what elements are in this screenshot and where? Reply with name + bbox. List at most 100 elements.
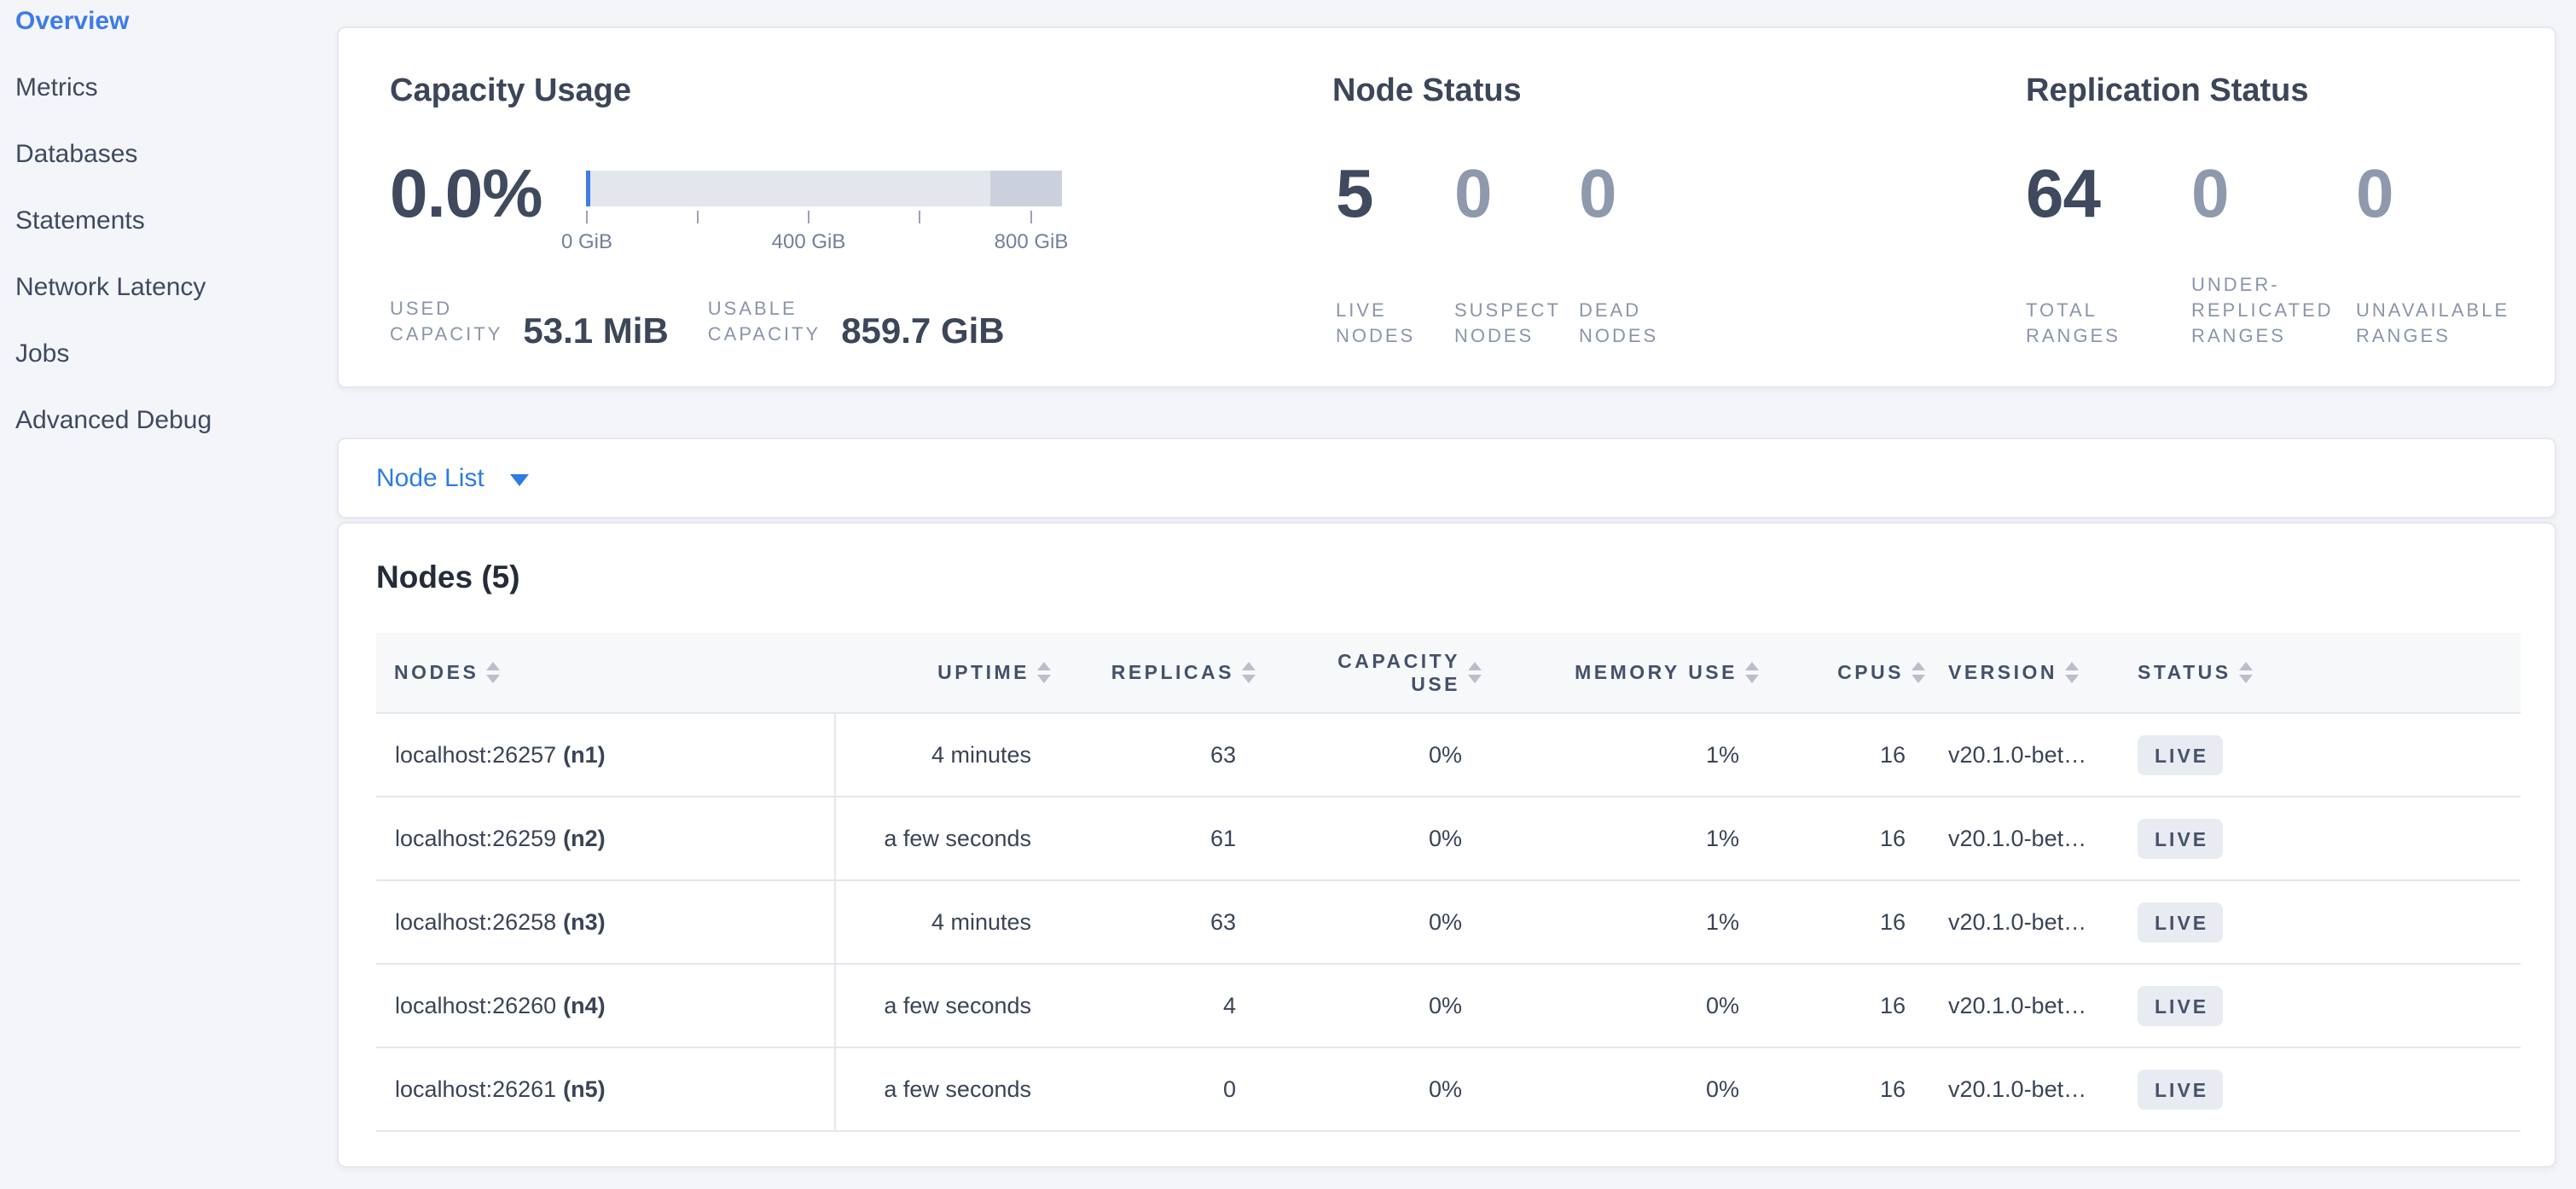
replication-status-title: Replication Status bbox=[2026, 72, 2309, 108]
column-header-nodes[interactable]: NODES bbox=[376, 661, 836, 684]
column-header-memory-use[interactable]: MEMORY USE bbox=[1490, 661, 1767, 684]
node-address-cell[interactable]: localhost:26258 (n3) bbox=[376, 881, 836, 963]
capacity-bar-used-marker bbox=[586, 171, 590, 206]
chevron-down-icon bbox=[509, 473, 529, 486]
node-address-cell[interactable]: localhost:26260 (n4) bbox=[376, 965, 836, 1047]
capacity-used-percent: 0.0% bbox=[390, 155, 542, 231]
unavailable-ranges-value: 0 bbox=[2356, 155, 2393, 231]
capacity-usage-panel: Capacity Usage 0.0% 0 GiB 400 GiB 800 Gi… bbox=[390, 28, 1328, 386]
suspect-nodes-value: 0 bbox=[1454, 155, 1492, 231]
cluster-summary-card: Capacity Usage 0.0% 0 GiB 400 GiB 800 Gi… bbox=[337, 26, 2556, 388]
replicas-cell: 63 bbox=[1210, 741, 1236, 768]
total-ranges-value: 64 bbox=[2026, 155, 2101, 231]
version-cell: v20.1.0-bet… bbox=[1948, 1076, 2087, 1102]
capacity-use-cell: 0% bbox=[1428, 992, 1462, 1018]
column-header-capacity-use[interactable]: CAPACITY USE bbox=[1264, 650, 1490, 696]
status-cell: LIVE bbox=[2117, 985, 2521, 1026]
status-cell: LIVE bbox=[2117, 902, 2521, 942]
column-header-status[interactable]: STATUS bbox=[2117, 661, 2521, 684]
under-replicated-ranges-value: 0 bbox=[2191, 155, 2229, 231]
memory-use-cell: 1% bbox=[1705, 908, 1739, 935]
axis-label-400gib: 400 GiB bbox=[771, 230, 846, 253]
uptime-cell: 4 minutes bbox=[931, 908, 1031, 935]
memory-use-cell: 1% bbox=[1705, 825, 1739, 851]
suspect-nodes-label: SUSPECT NODES bbox=[1454, 299, 1561, 346]
usable-capacity-label: USABLE CAPACITY bbox=[707, 298, 821, 345]
node-id: (n4) bbox=[563, 992, 606, 1018]
sidebar-item-advanced-debug[interactable]: Advanced Debug bbox=[15, 406, 212, 434]
dead-nodes-value: 0 bbox=[1579, 155, 1616, 231]
capacity-use-cell: 0% bbox=[1428, 741, 1462, 768]
column-header-version[interactable]: VERSION bbox=[1934, 661, 2117, 684]
column-header-cpus[interactable]: CPUS bbox=[1767, 661, 1934, 684]
under-replicated-ranges-label: UNDER- REPLICATED RANGES bbox=[2191, 274, 2334, 346]
axis-tick bbox=[697, 211, 699, 223]
column-header-label: VERSION bbox=[1948, 661, 2058, 683]
usable-capacity-value: 859.7 GiB bbox=[841, 310, 1005, 351]
capacity-bar-other-usage-segment bbox=[990, 171, 1062, 206]
uptime-cell: a few seconds bbox=[884, 825, 1031, 851]
sidebar: Overview Metrics Databases Statements Ne… bbox=[0, 0, 333, 1189]
dead-nodes-label: DEAD NODES bbox=[1579, 299, 1659, 346]
column-header-uptime[interactable]: UPTIME bbox=[836, 661, 1059, 684]
status-badge: LIVE bbox=[2138, 985, 2224, 1026]
node-address-cell[interactable]: localhost:26261 (n5) bbox=[376, 1048, 836, 1130]
node-address-cell[interactable]: localhost:26259 (n2) bbox=[376, 798, 836, 879]
axis-label-0gib: 0 GiB bbox=[560, 230, 613, 253]
sidebar-item-overview[interactable]: Overview bbox=[15, 7, 130, 35]
nodes-table: NODES UPTIME REPLICAS CAPACITY USE MEMOR… bbox=[376, 633, 2521, 1132]
node-id: (n5) bbox=[563, 1076, 606, 1102]
table-row: localhost:26259 (n2) a few seconds 61 0%… bbox=[376, 798, 2521, 881]
cpus-cell: 16 bbox=[1879, 741, 1906, 768]
version-cell: v20.1.0-bet… bbox=[1948, 992, 2087, 1018]
node-id: (n1) bbox=[563, 741, 606, 768]
node-list-dropdown[interactable]: Node List bbox=[339, 439, 646, 517]
sidebar-item-metrics[interactable]: Metrics bbox=[15, 73, 98, 102]
uptime-cell: a few seconds bbox=[884, 992, 1031, 1018]
replicas-cell: 0 bbox=[1222, 1076, 1236, 1102]
status-cell: LIVE bbox=[2117, 1069, 2521, 1110]
node-address: localhost:26260 bbox=[395, 992, 557, 1018]
capacity-usage-title: Capacity Usage bbox=[390, 72, 632, 108]
status-badge: LIVE bbox=[2138, 902, 2224, 942]
column-header-label: UPTIME bbox=[937, 661, 1030, 683]
node-address: localhost:26257 bbox=[395, 741, 557, 768]
column-header-label: MEMORY USE bbox=[1575, 661, 1738, 683]
node-status-title: Node Status bbox=[1332, 72, 1522, 108]
version-cell: v20.1.0-bet… bbox=[1948, 908, 2087, 935]
unavailable-ranges-label: UNAVAILABLE RANGES bbox=[2356, 299, 2510, 346]
capacity-use-cell: 0% bbox=[1428, 908, 1462, 935]
axis-tick bbox=[919, 211, 920, 223]
capacity-use-cell: 0% bbox=[1428, 1076, 1462, 1102]
sidebar-item-statements[interactable]: Statements bbox=[15, 206, 145, 235]
memory-use-cell: 0% bbox=[1705, 1076, 1739, 1102]
node-id: (n2) bbox=[563, 825, 606, 851]
cpus-cell: 16 bbox=[1879, 992, 1906, 1018]
column-header-label: CPUS bbox=[1837, 661, 1904, 683]
status-cell: LIVE bbox=[2117, 818, 2521, 859]
capacity-usage-bar-chart bbox=[586, 171, 1062, 206]
replicas-cell: 63 bbox=[1210, 908, 1236, 935]
column-header-replicas[interactable]: REPLICAS bbox=[1059, 661, 1264, 684]
axis-label-800gib: 800 GiB bbox=[994, 230, 1069, 253]
sidebar-item-jobs[interactable]: Jobs bbox=[15, 339, 70, 368]
node-address-cell[interactable]: localhost:26257 (n1) bbox=[376, 714, 836, 796]
nodes-section-title: Nodes (5) bbox=[376, 560, 520, 594]
sidebar-item-network-latency[interactable]: Network Latency bbox=[15, 273, 206, 301]
memory-use-cell: 0% bbox=[1705, 992, 1739, 1018]
axis-tick bbox=[1030, 211, 1032, 223]
column-header-label: STATUS bbox=[2138, 661, 2231, 683]
axis-tick bbox=[586, 211, 588, 223]
memory-use-cell: 1% bbox=[1705, 741, 1739, 768]
sort-icon bbox=[2065, 662, 2080, 683]
replication-status-panel: Replication Status 64 0 0 TOTAL RANGES U… bbox=[2026, 28, 2555, 386]
table-row: localhost:26260 (n4) a few seconds 4 0% … bbox=[376, 965, 2521, 1048]
uptime-cell: a few seconds bbox=[884, 1076, 1031, 1102]
used-capacity-value: 53.1 MiB bbox=[523, 310, 669, 351]
cpus-cell: 16 bbox=[1879, 1076, 1906, 1102]
cpus-cell: 16 bbox=[1879, 825, 1906, 851]
uptime-cell: 4 minutes bbox=[931, 741, 1031, 768]
sidebar-item-databases[interactable]: Databases bbox=[15, 140, 138, 168]
replicas-cell: 4 bbox=[1222, 992, 1236, 1018]
cpus-cell: 16 bbox=[1879, 908, 1906, 935]
